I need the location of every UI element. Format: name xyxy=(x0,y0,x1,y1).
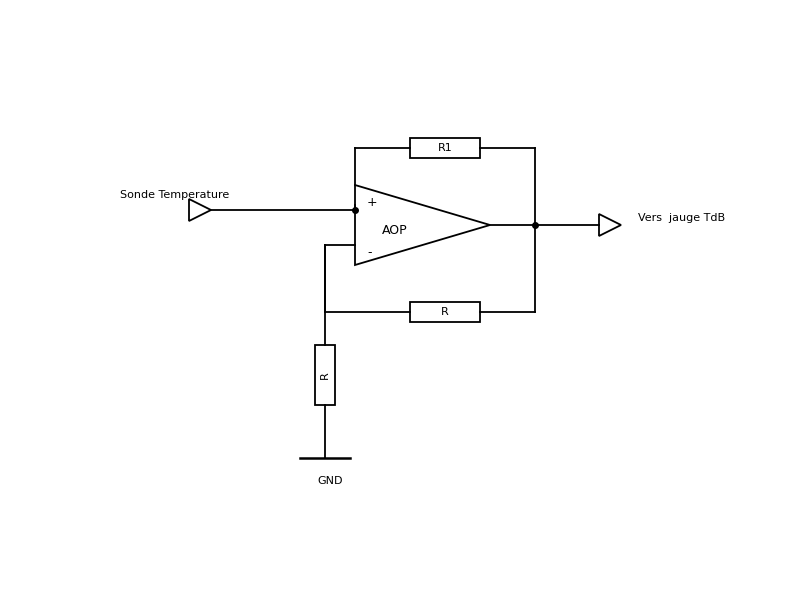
Bar xyxy=(410,138,480,158)
Text: Vers  jauge TdB: Vers jauge TdB xyxy=(638,213,725,223)
Text: -: - xyxy=(367,247,371,259)
Text: R: R xyxy=(320,371,330,379)
Bar xyxy=(410,302,480,322)
Text: GND: GND xyxy=(318,476,342,486)
Text: R1: R1 xyxy=(438,143,452,153)
Bar xyxy=(315,345,335,405)
Text: AOP: AOP xyxy=(382,223,408,236)
Text: +: + xyxy=(367,196,378,209)
Text: R: R xyxy=(441,307,449,317)
Text: Sonde Temperature: Sonde Temperature xyxy=(120,190,230,200)
